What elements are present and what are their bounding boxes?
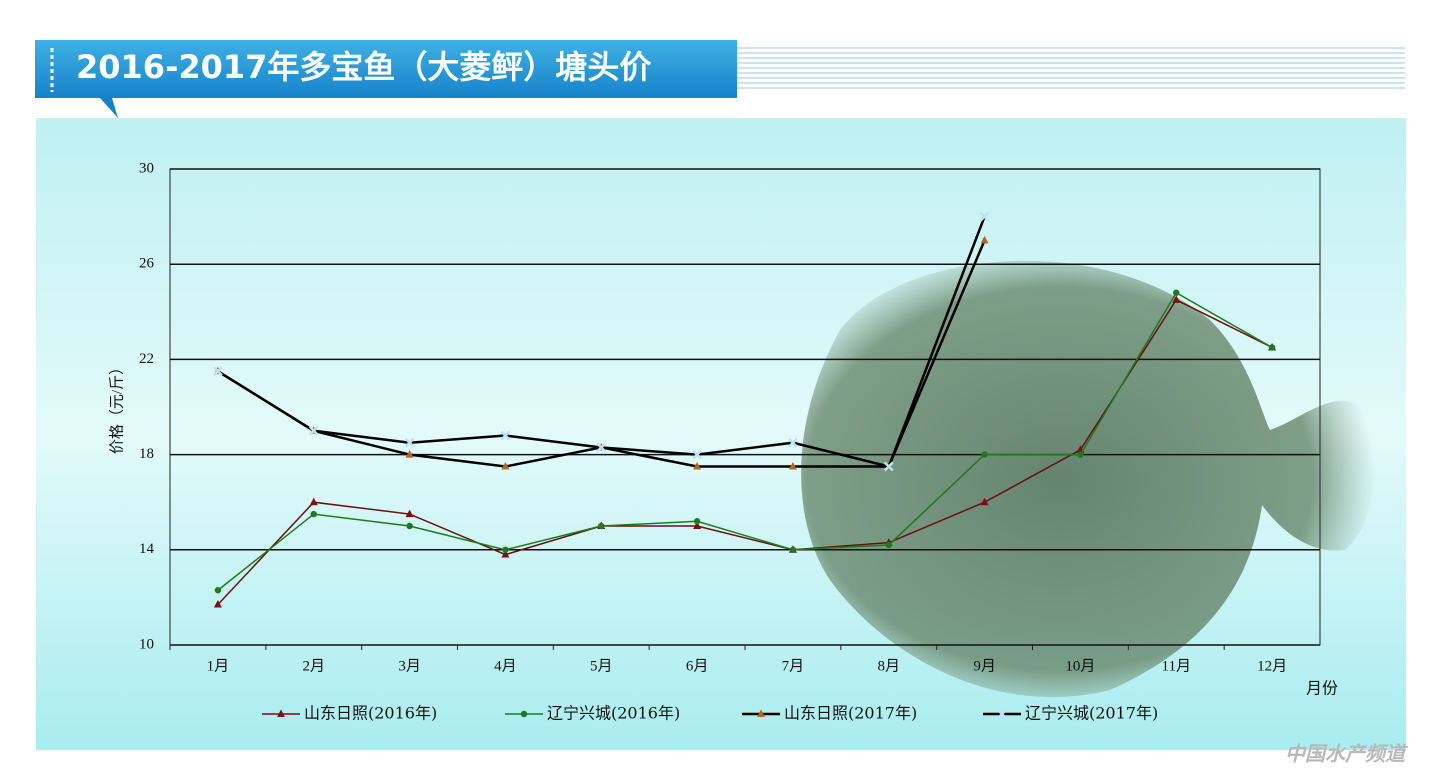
legend-item: 山东日照(2016年): [262, 704, 437, 723]
y-tick-label: 22: [139, 351, 154, 367]
data-point: [598, 522, 605, 530]
legend-marker: [757, 709, 765, 717]
legend-marker: [997, 709, 1007, 719]
x-tick-label: 6月: [686, 658, 709, 674]
data-point: [883, 461, 894, 472]
data-point: [214, 587, 222, 594]
series-line: [217, 298, 1273, 606]
x-tick-label: 10月: [1065, 658, 1095, 674]
data-point: [596, 442, 607, 453]
x-tick-label: 3月: [398, 658, 421, 674]
x-tick-label: 9月: [973, 658, 996, 674]
header-stripes: [737, 47, 1405, 89]
watermark: 中国水产频道: [1285, 742, 1408, 766]
fish-image: [801, 260, 1376, 698]
data-point: [501, 550, 510, 558]
data-point: [213, 600, 222, 608]
series-line: [217, 291, 1273, 591]
data-point: [310, 510, 317, 518]
legend-label: 辽宁兴城(2016年): [547, 704, 680, 723]
data-point: [308, 425, 319, 436]
data-point: [405, 450, 414, 458]
header: 2016-2017年多宝鱼（大菱鲆）塘头价: [35, 40, 1405, 118]
x-tick-label: 4月: [494, 658, 517, 674]
y-axis-label: 价格（元/斤）: [108, 360, 125, 454]
data-point: [788, 462, 797, 470]
legend-item: 辽宁兴城(2017年): [983, 704, 1158, 723]
data-point: [979, 211, 990, 222]
legend-item: 山东日照(2017年): [742, 704, 917, 723]
x-tick-label: 1月: [207, 658, 230, 674]
legend-item: 辽宁兴城(2016年): [505, 704, 680, 723]
legend-label: 辽宁兴城(2017年): [1025, 704, 1158, 723]
data-point: [692, 449, 702, 460]
data-point: [404, 437, 415, 448]
y-tick-label: 10: [139, 636, 154, 652]
data-point: [789, 546, 797, 553]
series: [214, 289, 1276, 594]
header-box: [35, 40, 737, 98]
x-tick-label: 7月: [782, 658, 805, 674]
data-point: [405, 509, 414, 518]
data-point: [693, 462, 702, 470]
data-point: [693, 518, 701, 525]
legend-marker: [520, 710, 528, 718]
data-point: [788, 437, 798, 448]
data-point: [980, 235, 989, 244]
data-point: [406, 522, 413, 530]
x-axis-label: 月份: [1306, 679, 1338, 698]
x-tick-label: 5月: [590, 658, 613, 674]
legend-label: 山东日照(2016年): [304, 704, 437, 723]
x-tick-label: 8月: [877, 658, 900, 674]
data-point: [502, 546, 509, 553]
y-tick-label: 14: [139, 541, 155, 557]
data-point: [885, 541, 892, 549]
data-point: [500, 430, 511, 441]
data-point: [693, 521, 702, 529]
chart-title: 2016-2017年多宝鱼（大菱鲆）塘头价: [76, 48, 651, 86]
data-point: [501, 462, 510, 470]
x-tick-label: 2月: [302, 658, 325, 674]
x-tick-label: 12月: [1257, 658, 1287, 674]
data-point: [1268, 344, 1276, 351]
data-point: [309, 497, 318, 506]
y-tick-label: 26: [139, 256, 155, 272]
data-point: [1173, 289, 1180, 296]
data-point: [981, 451, 988, 458]
legend-label: 山东日照(2017年): [784, 704, 917, 723]
data-point: [213, 366, 223, 377]
data-point: [1172, 295, 1181, 303]
x-tick-label: 11月: [1162, 658, 1191, 674]
y-tick-label: 18: [139, 446, 154, 462]
series: [213, 211, 990, 472]
legend-marker: [277, 709, 285, 717]
data-point: [980, 497, 989, 506]
data-point: [1077, 451, 1084, 458]
y-tick-label: 30: [139, 160, 154, 176]
header-pointer: [100, 98, 118, 118]
